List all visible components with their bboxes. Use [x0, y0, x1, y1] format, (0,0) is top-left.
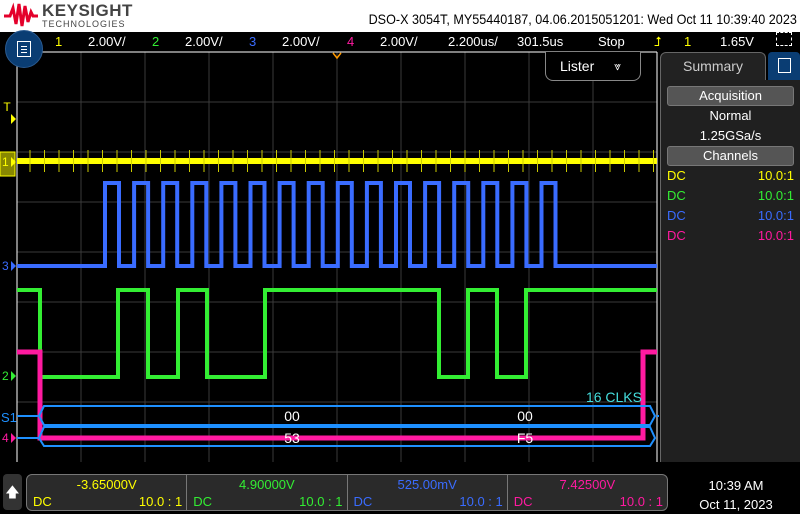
channels-header[interactable]: Channels: [667, 146, 794, 166]
channel-ground-arrow-icon: [11, 261, 16, 271]
lister-label: Lister: [560, 58, 595, 74]
run-state[interactable]: Stop: [598, 34, 625, 49]
ch4-marker: 4: [2, 431, 9, 445]
bottom-bar: 🡅 -3.65000V DC 10.0 : 1 4.90000V DC 10.0 : 1…: [0, 472, 800, 512]
delay[interactable]: 301.5us: [517, 34, 564, 49]
coupling: DC: [667, 168, 686, 183]
ch2-scale[interactable]: 2.00V/: [185, 34, 223, 49]
offset-value: 525.00mV: [397, 477, 457, 492]
coupling: DC: [33, 494, 52, 509]
offset-value: 4.90000V: [239, 477, 295, 492]
date: Oct 11, 2023: [699, 497, 773, 512]
trigger-position-icon: [332, 52, 342, 60]
tab-summary[interactable]: Summary: [660, 52, 766, 80]
time: 10:39 AM: [708, 478, 764, 493]
ch1-label[interactable]: 1: [55, 34, 63, 49]
clock-count-label: 16 CLKS: [586, 389, 642, 405]
ch2-marker: 2: [2, 369, 9, 383]
ch3-marker: 3: [2, 259, 9, 273]
menu-icon: [17, 41, 31, 57]
channel-ground-arrow-icon: [11, 371, 16, 381]
ch1-scale[interactable]: 2.00V/: [88, 34, 126, 49]
ch4-scale[interactable]: 2.00V/: [380, 34, 418, 49]
clock: 10:39 AM Oct 11, 2023: [680, 476, 792, 514]
lister-button[interactable]: Lister ⩔: [545, 52, 641, 81]
coupling: DC: [193, 494, 213, 509]
trigger-level[interactable]: 1.65V: [720, 34, 754, 49]
offset-value: -3.65000V: [76, 477, 137, 492]
coupling: DC: [667, 188, 686, 203]
probe-ratio: 10.0 : 1: [138, 494, 183, 509]
ch4-label[interactable]: 4: [347, 34, 355, 49]
offset-ch3[interactable]: 525.00mV DC 10.0 : 1: [348, 475, 508, 510]
coupling: DC: [667, 208, 686, 223]
channel-offsets: -3.65000V DC 10.0 : 1 4.90000V DC 10.0 : 1 5…: [26, 474, 668, 511]
waveform-display[interactable]: 00 00 53 F5 16 CLKS S1 1 3 2 4 T: [0, 0, 660, 470]
miso-byte: F5: [517, 430, 534, 446]
ch4-waveform: [17, 349, 657, 441]
brand-name: KEYSIGHT: [42, 1, 133, 20]
probe-ratio: 10.0 : 1: [299, 494, 343, 509]
offset-ch4[interactable]: 7.42500V DC 10.0 : 1: [508, 475, 667, 510]
probe-ratio: 10.0:1: [757, 168, 794, 183]
probe-ratio: 10.0 : 1: [459, 494, 503, 509]
trigger-source[interactable]: 1: [684, 34, 692, 49]
trigger-edge-icon[interactable]: ⮥: [654, 34, 662, 49]
status-bar: 1 2.00V/ 2 2.00V/ 3 2.00V/ 4 2.00V/ 2.20…: [0, 32, 800, 52]
channel-ground-arrow-icon: [11, 157, 16, 167]
mosi-packet: [37, 405, 657, 426]
sidebar-menu-button[interactable]: [768, 52, 800, 80]
channel-ground-arrow-icon: [11, 433, 16, 443]
coupling: DC: [667, 228, 686, 243]
ch3-waveform: [17, 181, 657, 268]
trigger-level-marker: T: [3, 100, 11, 114]
ch2-label[interactable]: 2: [152, 34, 160, 49]
keysight-logo-icon: [4, 2, 38, 27]
expand-up-button[interactable]: 🡅: [3, 474, 22, 510]
sidebar: Summary Acquisition Normal 1.25GSa/s Cha…: [660, 52, 800, 462]
coupling: DC: [513, 494, 533, 509]
offset-ch1[interactable]: -3.65000V DC 10.0 : 1: [27, 475, 188, 510]
ch2-waveform: [17, 288, 657, 379]
acquisition-header[interactable]: Acquisition: [667, 86, 794, 106]
brand-subtitle: TECHNOLOGIES: [42, 19, 126, 29]
bus-label-s1: S1: [1, 410, 17, 425]
zoom-box-icon[interactable]: [776, 32, 792, 46]
probe-ratio: 10.0:1: [757, 208, 794, 223]
timebase[interactable]: 2.200us/: [448, 34, 498, 49]
ch1-marker: 1: [2, 155, 9, 169]
ch3-scale[interactable]: 2.00V/: [282, 34, 320, 49]
ch3-label[interactable]: 3: [249, 34, 257, 49]
title-bar: KEYSIGHT TECHNOLOGIES DSO-X 3054T, MY554…: [0, 0, 800, 32]
channel-row-2: DC 10.0:1: [661, 186, 800, 206]
channel-row-4: DC 10.0:1: [661, 226, 800, 246]
miso-packet: [37, 426, 657, 447]
mosi-byte: 00: [517, 408, 533, 424]
channel-row-1: DC 10.0:1: [661, 166, 800, 186]
probe-ratio: 10.0 : 1: [619, 494, 663, 509]
probe-ratio: 10.0:1: [757, 228, 794, 243]
instrument-title: DSO-X 3054T, MY55440187, 04.06.201505120…: [368, 11, 797, 27]
offset-value: 7.42500V: [559, 477, 616, 492]
arrow-up-icon: 🡅: [5, 484, 20, 500]
mosi-byte: 00: [284, 408, 300, 424]
ch1-waveform: [17, 158, 657, 164]
coupling: DC: [353, 494, 373, 509]
probe-ratio: 10.0:1: [757, 188, 794, 203]
chevron-down-icon: ⩔: [614, 58, 622, 73]
acquisition-mode: Normal: [709, 108, 752, 123]
channel-row-3: DC 10.0:1: [661, 206, 800, 226]
sample-rate: 1.25GSa/s: [699, 128, 762, 143]
offset-ch2[interactable]: 4.90000V DC 10.0 : 1: [187, 475, 348, 510]
trigger-level-arrow-icon: [11, 114, 16, 124]
main-menu-button[interactable]: [5, 30, 43, 68]
miso-byte: 53: [284, 430, 300, 446]
ch1-glitches: [29, 150, 654, 172]
menu-icon: [778, 58, 791, 73]
